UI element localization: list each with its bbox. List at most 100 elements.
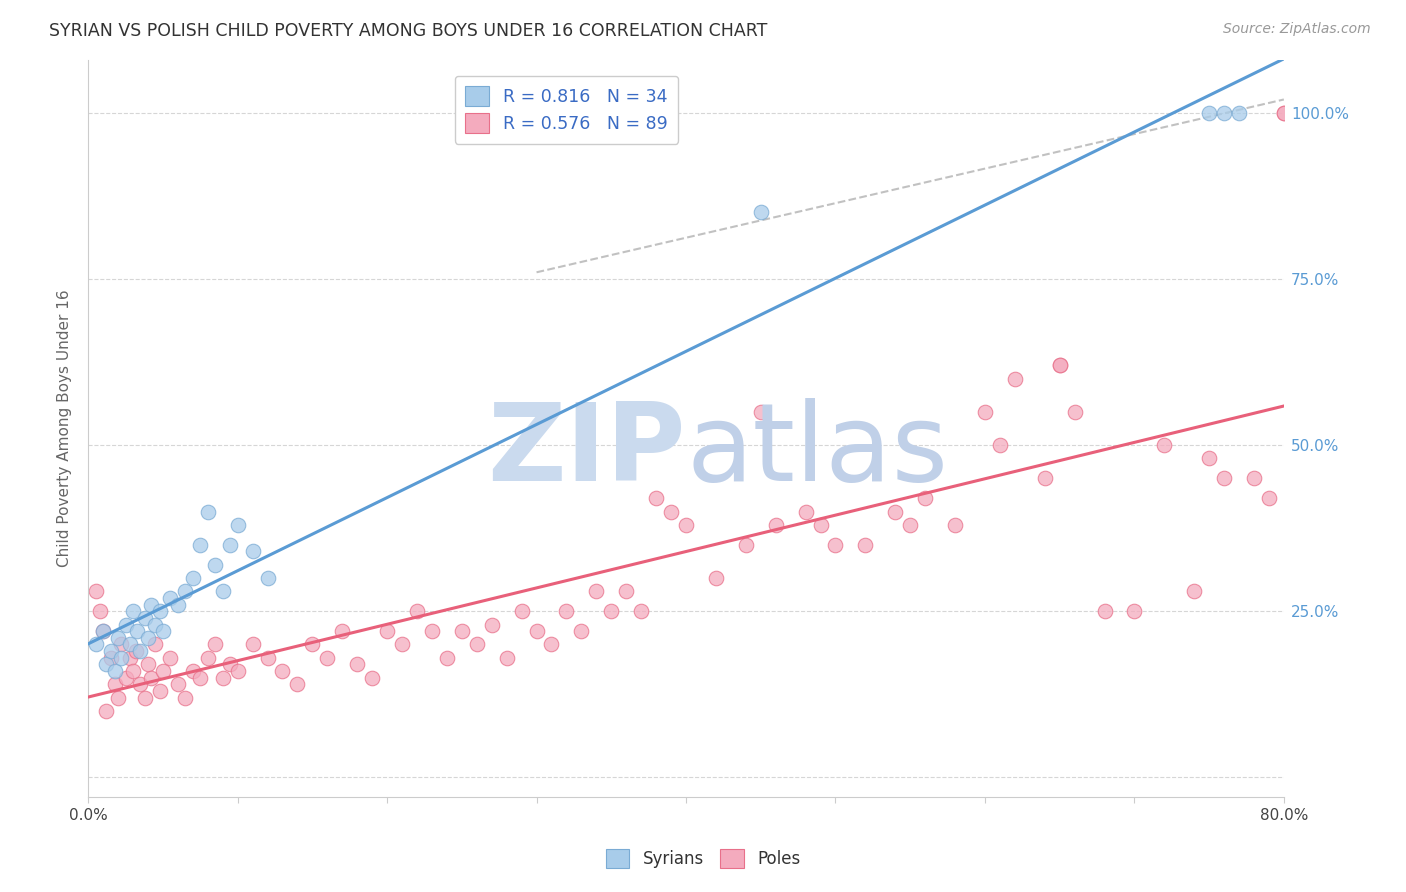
Text: ZIP: ZIP xyxy=(488,398,686,504)
Point xyxy=(914,491,936,506)
Point xyxy=(136,657,159,672)
Point xyxy=(346,657,368,672)
Point xyxy=(127,624,149,639)
Point xyxy=(824,538,846,552)
Point xyxy=(316,650,339,665)
Point xyxy=(204,638,226,652)
Point xyxy=(659,505,682,519)
Point xyxy=(118,638,141,652)
Point xyxy=(1049,359,1071,373)
Point xyxy=(420,624,443,639)
Point xyxy=(526,624,548,639)
Point xyxy=(107,690,129,705)
Point xyxy=(1004,371,1026,385)
Point xyxy=(139,671,162,685)
Legend: Syrians, Poles: Syrians, Poles xyxy=(599,842,807,875)
Text: Source: ZipAtlas.com: Source: ZipAtlas.com xyxy=(1223,22,1371,37)
Point xyxy=(242,544,264,558)
Point xyxy=(450,624,472,639)
Point xyxy=(226,664,249,678)
Point xyxy=(1272,105,1295,120)
Point xyxy=(107,631,129,645)
Point xyxy=(166,677,188,691)
Point xyxy=(139,598,162,612)
Point xyxy=(555,604,578,618)
Point xyxy=(188,671,211,685)
Point xyxy=(675,517,697,532)
Point xyxy=(91,624,114,639)
Point xyxy=(1123,604,1146,618)
Point xyxy=(465,638,488,652)
Point xyxy=(645,491,668,506)
Point xyxy=(704,571,727,585)
Point xyxy=(152,664,174,678)
Point xyxy=(1227,105,1250,120)
Point xyxy=(134,690,156,705)
Point xyxy=(104,664,127,678)
Point xyxy=(1213,105,1236,120)
Point xyxy=(174,690,197,705)
Point xyxy=(166,598,188,612)
Point xyxy=(406,604,429,618)
Point xyxy=(256,571,278,585)
Point xyxy=(1063,405,1085,419)
Point xyxy=(134,611,156,625)
Point xyxy=(330,624,353,639)
Point xyxy=(145,617,167,632)
Point xyxy=(226,517,249,532)
Point xyxy=(1258,491,1281,506)
Point xyxy=(89,604,111,618)
Point xyxy=(122,604,145,618)
Point xyxy=(94,704,117,718)
Point xyxy=(540,638,562,652)
Point xyxy=(100,644,122,658)
Point xyxy=(794,505,817,519)
Point xyxy=(943,517,966,532)
Point xyxy=(204,558,226,572)
Point xyxy=(1094,604,1116,618)
Legend: R = 0.816   N = 34, R = 0.576   N = 89: R = 0.816 N = 34, R = 0.576 N = 89 xyxy=(454,76,678,144)
Point xyxy=(361,671,384,685)
Point xyxy=(136,631,159,645)
Point xyxy=(181,664,204,678)
Point xyxy=(600,604,623,618)
Point xyxy=(481,617,503,632)
Point xyxy=(884,505,907,519)
Point xyxy=(630,604,652,618)
Point xyxy=(287,677,309,691)
Point xyxy=(129,644,152,658)
Point xyxy=(810,517,832,532)
Point xyxy=(301,638,323,652)
Point xyxy=(585,584,607,599)
Point xyxy=(152,624,174,639)
Y-axis label: Child Poverty Among Boys Under 16: Child Poverty Among Boys Under 16 xyxy=(58,290,72,567)
Point xyxy=(1153,438,1175,452)
Point xyxy=(211,671,233,685)
Point xyxy=(122,664,145,678)
Point xyxy=(188,538,211,552)
Point xyxy=(159,591,181,605)
Point xyxy=(256,650,278,665)
Point xyxy=(1272,105,1295,120)
Point xyxy=(114,617,136,632)
Point xyxy=(436,650,458,665)
Point xyxy=(114,671,136,685)
Point xyxy=(1243,471,1265,485)
Point xyxy=(118,650,141,665)
Point xyxy=(129,677,152,691)
Point xyxy=(375,624,398,639)
Point xyxy=(149,604,172,618)
Point xyxy=(84,638,107,652)
Point xyxy=(749,405,772,419)
Point xyxy=(174,584,197,599)
Point xyxy=(1198,105,1220,120)
Point xyxy=(211,584,233,599)
Point xyxy=(197,650,219,665)
Point xyxy=(145,638,167,652)
Point xyxy=(1049,359,1071,373)
Text: atlas: atlas xyxy=(686,398,948,504)
Point xyxy=(84,584,107,599)
Point xyxy=(149,684,172,698)
Point xyxy=(898,517,921,532)
Point xyxy=(110,638,132,652)
